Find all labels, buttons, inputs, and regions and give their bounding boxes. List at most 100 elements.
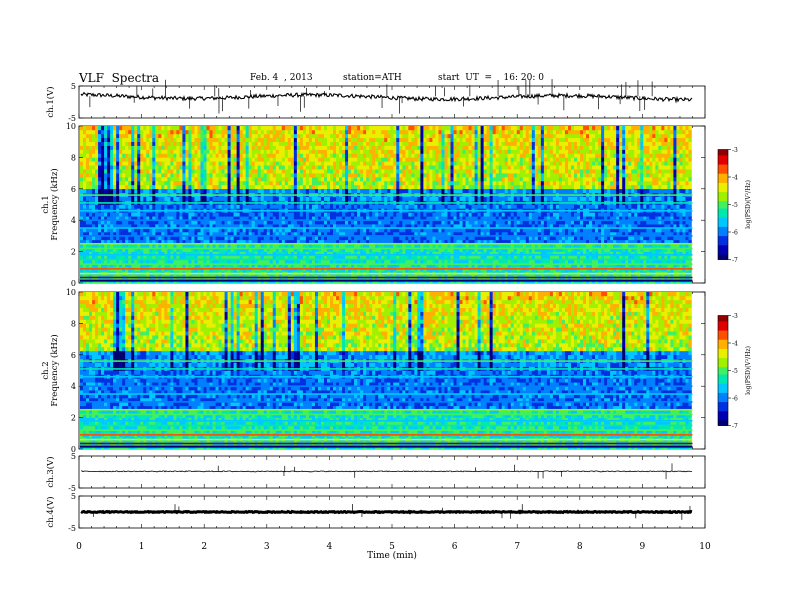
ch1-spectrogram-cell <box>360 177 364 182</box>
ch1-spectrogram-cell <box>272 228 277 233</box>
ch1-spectrogram-cell <box>140 231 144 237</box>
ch1-spectrogram-cell <box>98 173 102 178</box>
ch1-spectrogram-cell <box>254 196 259 201</box>
ch1-spectrogram-cell <box>414 169 418 174</box>
ch1-spectrogram-cell <box>92 247 96 252</box>
ch1-spectrogram-cell <box>227 133 231 139</box>
ch1-spectrogram-cell <box>176 180 180 186</box>
ch1-spectrogram-cell <box>327 251 331 256</box>
ch1-spectrogram-cell <box>182 180 186 186</box>
ch1-spectrogram-cell <box>158 157 162 162</box>
ch1-spectrogram-cell <box>119 263 123 268</box>
ch1-spectrogram-cell <box>200 204 204 209</box>
ch1-spectrogram-cell <box>227 149 231 154</box>
ch1-spectrogram-cell <box>215 165 219 170</box>
ch1-spectrogram-cell <box>107 224 111 229</box>
ch1-spectrogram-cell <box>272 161 277 166</box>
ch1-spectrogram-cell <box>221 129 225 135</box>
ch1-spectrogram-cell <box>314 243 319 248</box>
ch1-spectrogram-cell <box>191 212 195 217</box>
ch1-spectrogram-cell <box>266 204 271 209</box>
ch1-spectrogram-cell <box>336 231 340 237</box>
ch1-spectrogram-cell <box>152 243 156 248</box>
ch1-spectrogram-cell <box>209 129 213 135</box>
ch1-spectrogram-cell <box>143 216 147 221</box>
ch1-spectrogram-cell <box>230 259 234 264</box>
ch1-spectrogram-cell <box>417 137 421 142</box>
ch1-spectrogram-cell <box>158 243 162 248</box>
ch1-spectrogram-cell <box>107 169 111 174</box>
ch1-spectrogram-cell <box>95 157 99 162</box>
ch1-spectrogram-cell <box>131 169 135 174</box>
ch1-spectrogram-cell <box>296 165 301 170</box>
ch1-spectrogram-cell <box>173 247 177 252</box>
ch1-spectrogram-cell <box>348 216 352 221</box>
ch1-spectrogram-cell <box>116 239 120 245</box>
ch1-spectrogram-cell <box>224 169 228 174</box>
ch1-spectrogram-cell <box>363 157 367 162</box>
ch1-spectrogram-cell <box>230 228 234 233</box>
ch1-spectrogram-cell <box>98 188 102 194</box>
ch1-spectrogram-cell <box>89 184 93 190</box>
ch1-spectrogram-cell <box>134 153 138 158</box>
ch1-spectrogram-cell <box>158 263 162 268</box>
ch1-spectrogram-cell <box>399 184 403 190</box>
ch1-spectrogram-cell <box>387 180 391 186</box>
ch1-spectrogram-cell <box>251 184 256 190</box>
ch1-spectrogram-cell <box>146 247 150 252</box>
ch1-spectrogram-cell <box>119 173 123 178</box>
ch1-spectrogram-cell <box>263 216 268 221</box>
ch1-spectrogram-cell <box>360 165 364 170</box>
ch1-spectrogram-cell <box>137 133 141 139</box>
ch1-spectrogram-cell <box>146 126 150 131</box>
ch1-spectrogram-cell <box>218 220 222 225</box>
ch1-spectrogram-cell <box>206 184 210 190</box>
ch1-spectrogram-cell <box>302 169 307 174</box>
ch1-spectrogram-cell <box>137 173 141 178</box>
ch1-spectrogram-cell <box>417 228 421 233</box>
ch1-spectrogram-cell <box>390 196 394 201</box>
ch1-spectrogram-cell <box>182 184 186 190</box>
ch1-spectrogram-cell <box>245 137 249 142</box>
ch1-spectrogram-cell <box>333 196 337 201</box>
ch1-spectrogram-cell <box>420 157 424 162</box>
ch1-spectrogram-cell <box>122 165 126 170</box>
ch1-spectrogram-cell <box>146 212 150 217</box>
ch1-spectrogram-cell <box>107 165 111 170</box>
ch1-spectrogram-cell <box>101 157 105 162</box>
ch1-spectrogram-cell <box>333 228 337 233</box>
ch1-spectrogram-cell <box>200 129 204 135</box>
ch1-spectrogram-cell <box>269 251 274 256</box>
ch1-spectrogram-cell <box>245 196 249 201</box>
ch1-spectrogram-cell <box>245 243 249 248</box>
ch1-spectrogram-cell <box>296 177 301 182</box>
ch1-spectrogram-cell <box>176 224 180 229</box>
ch1-spectrogram-cell <box>432 243 436 248</box>
ch1-spectrogram-cell <box>122 129 126 135</box>
ch1-spectrogram-cell <box>80 153 84 158</box>
ch1-spectrogram-cell <box>221 133 225 139</box>
ch1-spectrogram-cell <box>411 145 415 150</box>
ch1-spectrogram-cell <box>146 177 150 182</box>
ch1-spectrogram-cell <box>134 177 138 182</box>
ch1-spectrogram-cell <box>287 263 292 268</box>
ch1-spectrogram-cell <box>80 255 84 260</box>
ch1-spectrogram-cell <box>89 165 93 170</box>
ch1-spectrogram-cell <box>95 165 99 170</box>
ch1-spectrogram-cell <box>164 235 168 241</box>
ch1-spectrogram-cell <box>266 239 271 245</box>
ch1-spectrogram-cell <box>257 129 262 135</box>
ch1-spectrogram-cell <box>402 263 406 268</box>
ch1-spectrogram-cell <box>423 149 427 154</box>
ch1-spectrogram-cell <box>86 263 90 268</box>
ch1-spectrogram-cell <box>116 177 120 182</box>
ch1-spectrogram-cell <box>408 153 412 158</box>
ch1-spectrogram-cell <box>293 161 298 166</box>
ch1-spectrogram-cell <box>254 184 259 190</box>
ch1-spectrogram-cell <box>357 161 361 166</box>
ch1-spectrogram-cell <box>185 153 189 158</box>
ch1-spectrogram-cell <box>281 180 286 186</box>
ch1-spectrogram-cell <box>363 126 367 131</box>
ch1-spectrogram-cell <box>203 165 207 170</box>
ch1-spectrogram-cell <box>179 184 183 190</box>
